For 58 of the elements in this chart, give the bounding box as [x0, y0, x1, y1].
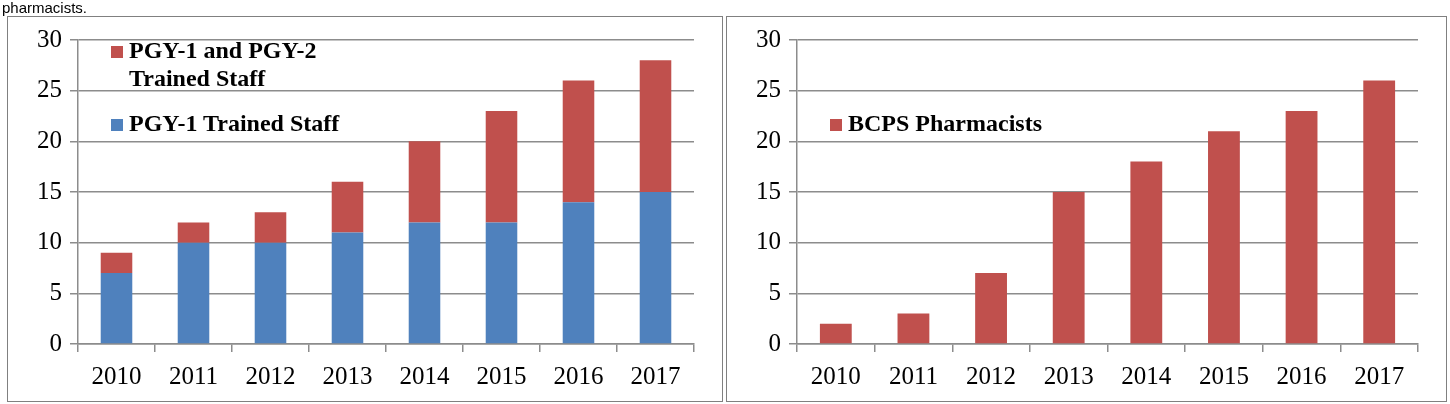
bar [100, 273, 133, 344]
x-tick-label: 2012 [245, 361, 296, 389]
y-tick-label: 10 [37, 227, 62, 255]
bar [331, 181, 364, 233]
bar [408, 222, 441, 344]
bar [562, 80, 595, 203]
bar [485, 110, 518, 223]
bar [1130, 161, 1163, 344]
bar [485, 222, 518, 344]
bar [819, 323, 852, 344]
x-tick-label: 2015 [476, 361, 527, 389]
x-tick-label: 2013 [1043, 361, 1094, 389]
bar [408, 141, 441, 223]
bar [331, 232, 364, 344]
x-tick-label: 2014 [1121, 361, 1172, 389]
y-tick-label: 30 [756, 24, 781, 52]
bar [1052, 192, 1085, 344]
bar [897, 313, 930, 344]
y-tick-label: 20 [756, 125, 781, 153]
bar [100, 252, 133, 274]
y-tick-label: 0 [768, 328, 781, 356]
bar [254, 212, 287, 243]
text: pharmacists. [2, 0, 88, 16]
bar [254, 242, 287, 344]
bar [177, 222, 210, 243]
bar [975, 273, 1007, 344]
legend-label: PGY-1 and PGY-2 Trained Staff [129, 37, 317, 92]
y-tick-label: 20 [37, 125, 62, 153]
x-tick-label: 2015 [1198, 361, 1249, 389]
y-tick-label: 25 [756, 75, 781, 103]
y-tick-label: 25 [37, 75, 62, 103]
y-tick-label: 5 [768, 277, 781, 305]
y-tick-label: 5 [49, 277, 62, 305]
legend-label: BCPS Pharmacists [848, 110, 1042, 137]
x-tick-label: 2016 [1276, 361, 1327, 389]
bar [1363, 80, 1396, 344]
y-tick-label: 30 [37, 24, 62, 52]
y-tick-label: 15 [37, 176, 62, 204]
x-tick-label: 2013 [322, 361, 373, 389]
legend-label: PGY-1 Trained Staff [129, 110, 341, 137]
bar [1285, 110, 1318, 344]
x-tick-label: 2011 [888, 361, 938, 389]
x-tick-label: 2014 [399, 361, 450, 389]
bar [639, 60, 672, 192]
x-tick-label: 2012 [966, 361, 1017, 389]
bar [639, 192, 672, 344]
y-tick-label: 10 [756, 227, 781, 255]
x-tick-label: 2016 [553, 361, 604, 389]
bar [177, 242, 210, 344]
bar [562, 202, 595, 344]
y-tick-label: 0 [49, 328, 62, 356]
x-tick-label: 2011 [168, 361, 219, 389]
x-tick-label: 2010 [810, 361, 861, 389]
x-tick-label: 2017 [630, 361, 681, 389]
x-tick-label: 2010 [91, 361, 142, 389]
y-tick-label: 15 [756, 176, 781, 204]
x-tick-label: 2017 [1354, 361, 1405, 389]
bar [1208, 131, 1240, 344]
